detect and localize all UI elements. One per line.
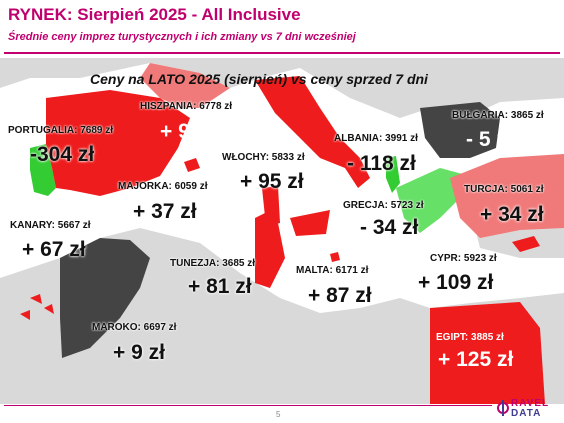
change-wlochy: + 95 zł bbox=[240, 170, 304, 193]
region-kanary bbox=[20, 294, 54, 320]
change-bulgaria: - 5 zł bbox=[466, 128, 513, 151]
change-albania: - 118 zł bbox=[347, 152, 416, 175]
label-hiszpania: HISZPANIA: 6778 zł bbox=[140, 101, 233, 112]
mediterranean-map bbox=[0, 58, 564, 404]
label-egipt: EGIPT: 3885 zł bbox=[436, 332, 504, 343]
region-grecja bbox=[396, 168, 470, 233]
label-maroko: MAROKO: 6697 zł bbox=[92, 322, 177, 333]
label-bulgaria: BUŁGARIA: 3865 zł bbox=[452, 110, 544, 121]
change-kanary: + 67 zł bbox=[22, 238, 86, 261]
page-subtitle: Średnie ceny imprez turystycznych i ich … bbox=[8, 31, 356, 43]
change-hiszpania: + 90 zł bbox=[160, 120, 224, 143]
page-number: 5 bbox=[276, 410, 281, 419]
label-majorka: MAJORKA: 6059 zł bbox=[118, 181, 208, 192]
label-tunezja: TUNEZJA: 3685 zł bbox=[170, 258, 256, 269]
change-cypr: + 109 zł bbox=[418, 271, 494, 294]
region-majorka bbox=[184, 158, 200, 172]
label-portugalia: PORTUGALIA: 7689 zł bbox=[8, 125, 114, 136]
travel-data-logo: RAVEL DATA bbox=[497, 397, 559, 421]
footer-divider bbox=[4, 405, 492, 406]
region-egipt bbox=[430, 302, 545, 404]
label-kanary: KANARY: 5667 zł bbox=[10, 220, 91, 231]
region-malta bbox=[330, 252, 340, 262]
change-maroko: + 9 zł bbox=[113, 341, 165, 364]
region-sycylia bbox=[290, 210, 330, 236]
logo-icon bbox=[497, 400, 509, 416]
label-albania: ALBANIA: 3991 zł bbox=[334, 133, 418, 144]
change-turcja: + 34 zł bbox=[480, 203, 544, 226]
region-tunezja bbox=[255, 208, 285, 288]
region-wlochy bbox=[255, 76, 370, 188]
logo-text-top: RAVEL bbox=[511, 398, 550, 409]
label-cypr: CYPR: 5923 zł bbox=[430, 253, 497, 264]
label-grecja: GRECJA: 5723 zł bbox=[343, 200, 424, 211]
map-title: Ceny na LATO 2025 (sierpień) vs ceny spr… bbox=[90, 71, 428, 87]
page-title: RYNEK: Sierpień 2025 - All Inclusive bbox=[8, 5, 301, 24]
region-albania bbox=[386, 156, 400, 193]
land-europe-north bbox=[0, 58, 564, 118]
change-tunezja: + 81 zł bbox=[188, 275, 252, 298]
change-egipt: + 125 zł bbox=[438, 348, 514, 371]
region-maroko bbox=[60, 238, 150, 358]
region-portugalia bbox=[30, 144, 56, 196]
header-divider bbox=[4, 52, 560, 54]
region-turcja bbox=[450, 154, 564, 238]
region-hiszpania bbox=[46, 90, 190, 196]
label-turcja: TURCJA: 5061 zł bbox=[464, 184, 544, 195]
label-malta: MALTA: 6171 zł bbox=[296, 265, 369, 276]
change-malta: + 87 zł bbox=[308, 284, 372, 307]
label-wlochy: WŁOCHY: 5833 zł bbox=[222, 152, 305, 163]
region-francja bbox=[140, 63, 230, 108]
region-cypr bbox=[512, 236, 540, 252]
change-grecja: - 34 zł bbox=[360, 216, 419, 239]
change-majorka: + 37 zł bbox=[133, 200, 197, 223]
logo-text-bottom: DATA bbox=[511, 408, 542, 419]
change-portugalia: -304 zł bbox=[30, 143, 95, 166]
map-shapes bbox=[0, 58, 564, 404]
region-bulgaria bbox=[420, 102, 500, 158]
